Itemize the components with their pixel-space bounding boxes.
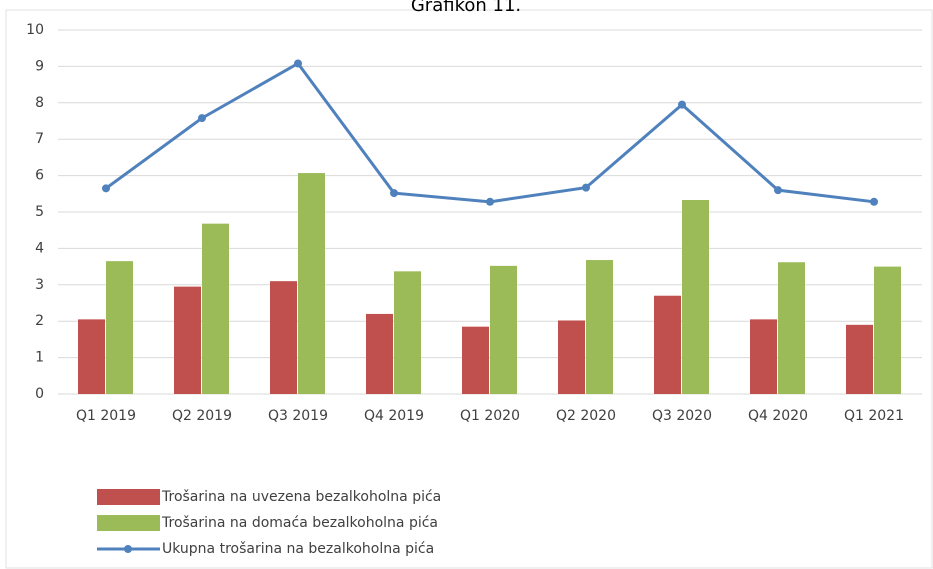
x-tick-label: Q2 2020 (556, 408, 616, 424)
bar (394, 271, 421, 394)
y-tick-label: 3 (35, 277, 44, 293)
y-tick-label: 1 (35, 350, 44, 366)
bar (270, 281, 297, 394)
legend-label: Trošarina na domaća bezalkoholna pića (161, 515, 438, 531)
line-marker (102, 184, 110, 193)
legend-swatch (97, 515, 160, 531)
bar (586, 260, 613, 394)
bar (654, 295, 681, 394)
line-marker (678, 100, 686, 109)
line-marker (582, 183, 590, 192)
bar (750, 319, 777, 394)
bar (490, 265, 517, 394)
bar (174, 286, 201, 394)
x-tick-label: Q1 2020 (460, 408, 520, 424)
line-marker (486, 197, 494, 206)
y-tick-label: 8 (35, 95, 44, 111)
x-tick-label: Q1 2019 (76, 408, 136, 424)
line-marker (294, 59, 302, 68)
bar (298, 173, 325, 394)
bar (366, 313, 393, 394)
line-marker (870, 197, 878, 206)
chart-frame (5, 9, 933, 569)
y-tick-label: 2 (35, 313, 44, 329)
y-tick-label: 10 (26, 22, 44, 38)
legend-swatch (124, 545, 132, 553)
y-tick-label: 4 (35, 240, 44, 256)
line-marker (390, 189, 398, 198)
line-marker (774, 186, 782, 195)
x-tick-label: Q1 2021 (844, 408, 904, 424)
bar (846, 324, 873, 394)
legend-swatch (97, 489, 160, 505)
bar (778, 262, 805, 394)
x-tick-label: Q3 2020 (652, 408, 712, 424)
legend-label: Trošarina na uvezena bezalkoholna pića (161, 489, 441, 505)
y-tick-label: 7 (35, 131, 44, 147)
x-tick-label: Q2 2019 (172, 408, 232, 424)
y-tick-label: 9 (35, 58, 44, 74)
x-tick-label: Q3 2019 (268, 408, 328, 424)
bar (78, 319, 105, 394)
x-tick-label: Q4 2020 (748, 408, 808, 424)
line-series (105, 61, 875, 204)
bar (558, 320, 585, 394)
line-marker (198, 114, 206, 123)
x-tick-label: Q4 2019 (364, 408, 424, 424)
y-tick-label: 5 (35, 204, 44, 220)
bar (682, 199, 709, 394)
legend-label: Ukupna trošarina na bezalkoholna pića (162, 541, 434, 557)
bar (874, 266, 901, 394)
bar (202, 223, 229, 394)
chart-title: Grafikon 11. (411, 0, 521, 16)
y-tick-label: 6 (35, 168, 44, 184)
y-tick-label: 0 (35, 386, 44, 402)
bar (106, 261, 133, 394)
bar (462, 326, 489, 394)
